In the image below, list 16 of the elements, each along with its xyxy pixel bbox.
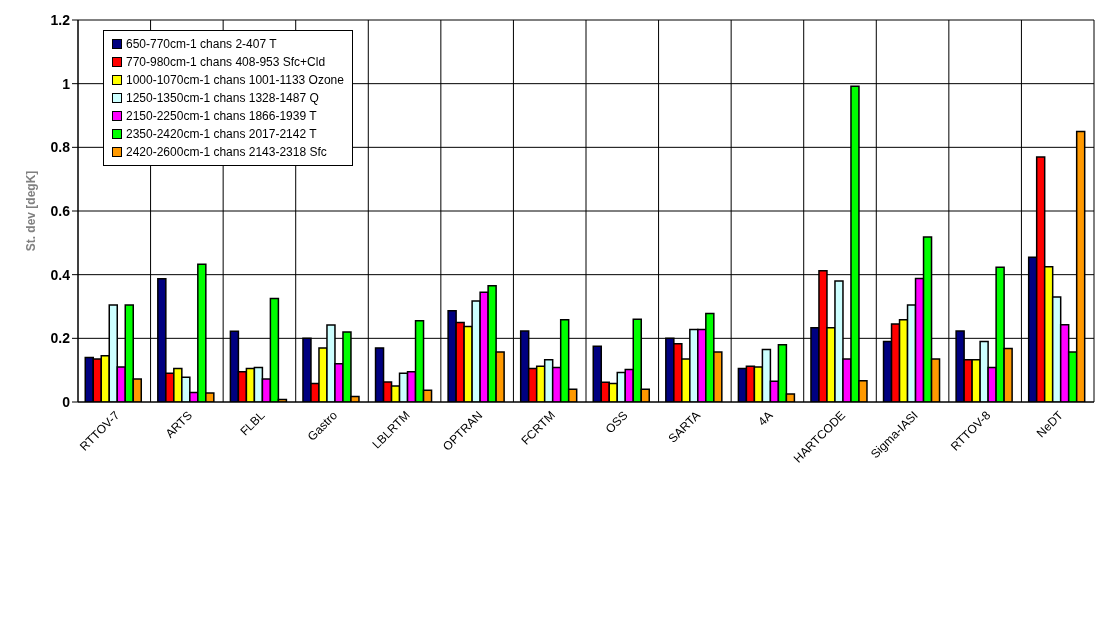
y-tick-label: 0 xyxy=(62,393,71,410)
y-tick-label: 1 xyxy=(62,75,71,92)
legend-label: 770-980cm-1 chans 408-953 Sfc+Cld xyxy=(125,54,327,71)
x-tick-label: 4A xyxy=(755,408,776,429)
y-tick-label: 1.2 xyxy=(50,11,71,28)
legend-label: 2150-2250cm-1 chans 1866-1939 T xyxy=(125,108,318,125)
legend-label: 1250-1350cm-1 chans 1328-1487 Q xyxy=(125,90,320,107)
y-axis-title: St. dev [degK] xyxy=(24,170,39,252)
legend-label: 2350-2420cm-1 chans 2017-2142 T xyxy=(125,126,318,143)
y-tick-label: 0.4 xyxy=(50,266,71,283)
legend-label: 1000-1070cm-1 chans 1001-1133 Ozone xyxy=(125,72,344,89)
y-tick-label: 0.8 xyxy=(50,139,71,156)
y-tick-label: 0.6 xyxy=(50,202,71,219)
y-tick-label: 0.2 xyxy=(50,330,71,347)
legend-label: 2420-2600cm-1 chans 2143-2318 Sfc xyxy=(125,144,328,161)
legend-label: 650-770cm-1 chans 2-407 T xyxy=(125,36,278,53)
